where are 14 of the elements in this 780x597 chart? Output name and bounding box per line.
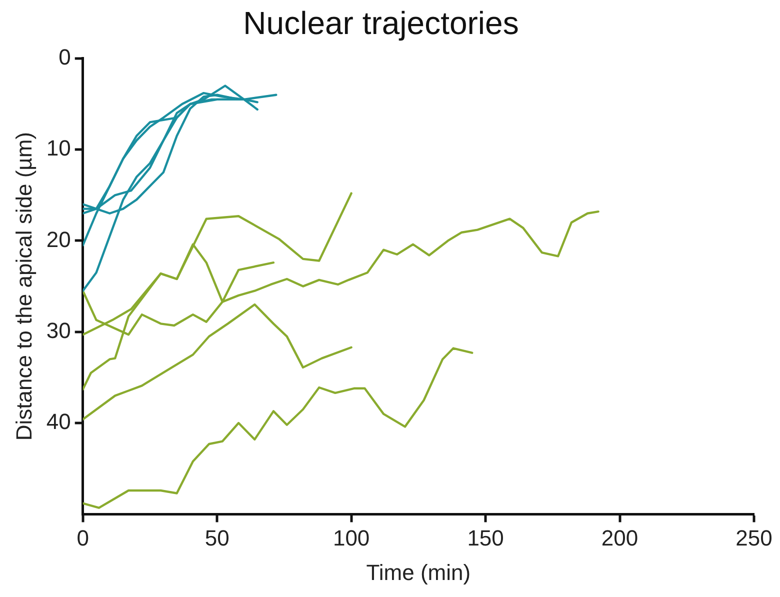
x-tick-label: 150 bbox=[467, 525, 504, 550]
y-tick-label: 30 bbox=[46, 318, 71, 343]
y-tick-label: 0 bbox=[58, 44, 71, 70]
y-tick-label: 20 bbox=[46, 226, 71, 252]
x-tick-label: 50 bbox=[204, 525, 230, 550]
y-tick-label: 10 bbox=[46, 136, 71, 161]
y-tick-label: 40 bbox=[46, 409, 71, 434]
chart-title: Nuclear trajectories bbox=[243, 5, 519, 42]
x-tick-label: 250 bbox=[736, 525, 772, 550]
x-axis-title: Time (min) bbox=[366, 560, 471, 585]
x-tick-label: 0 bbox=[76, 525, 89, 550]
x-tick-label: 200 bbox=[601, 525, 638, 550]
y-axis-title: Distance to the apical side (µm) bbox=[11, 132, 36, 441]
x-tick-label: 100 bbox=[332, 525, 370, 550]
